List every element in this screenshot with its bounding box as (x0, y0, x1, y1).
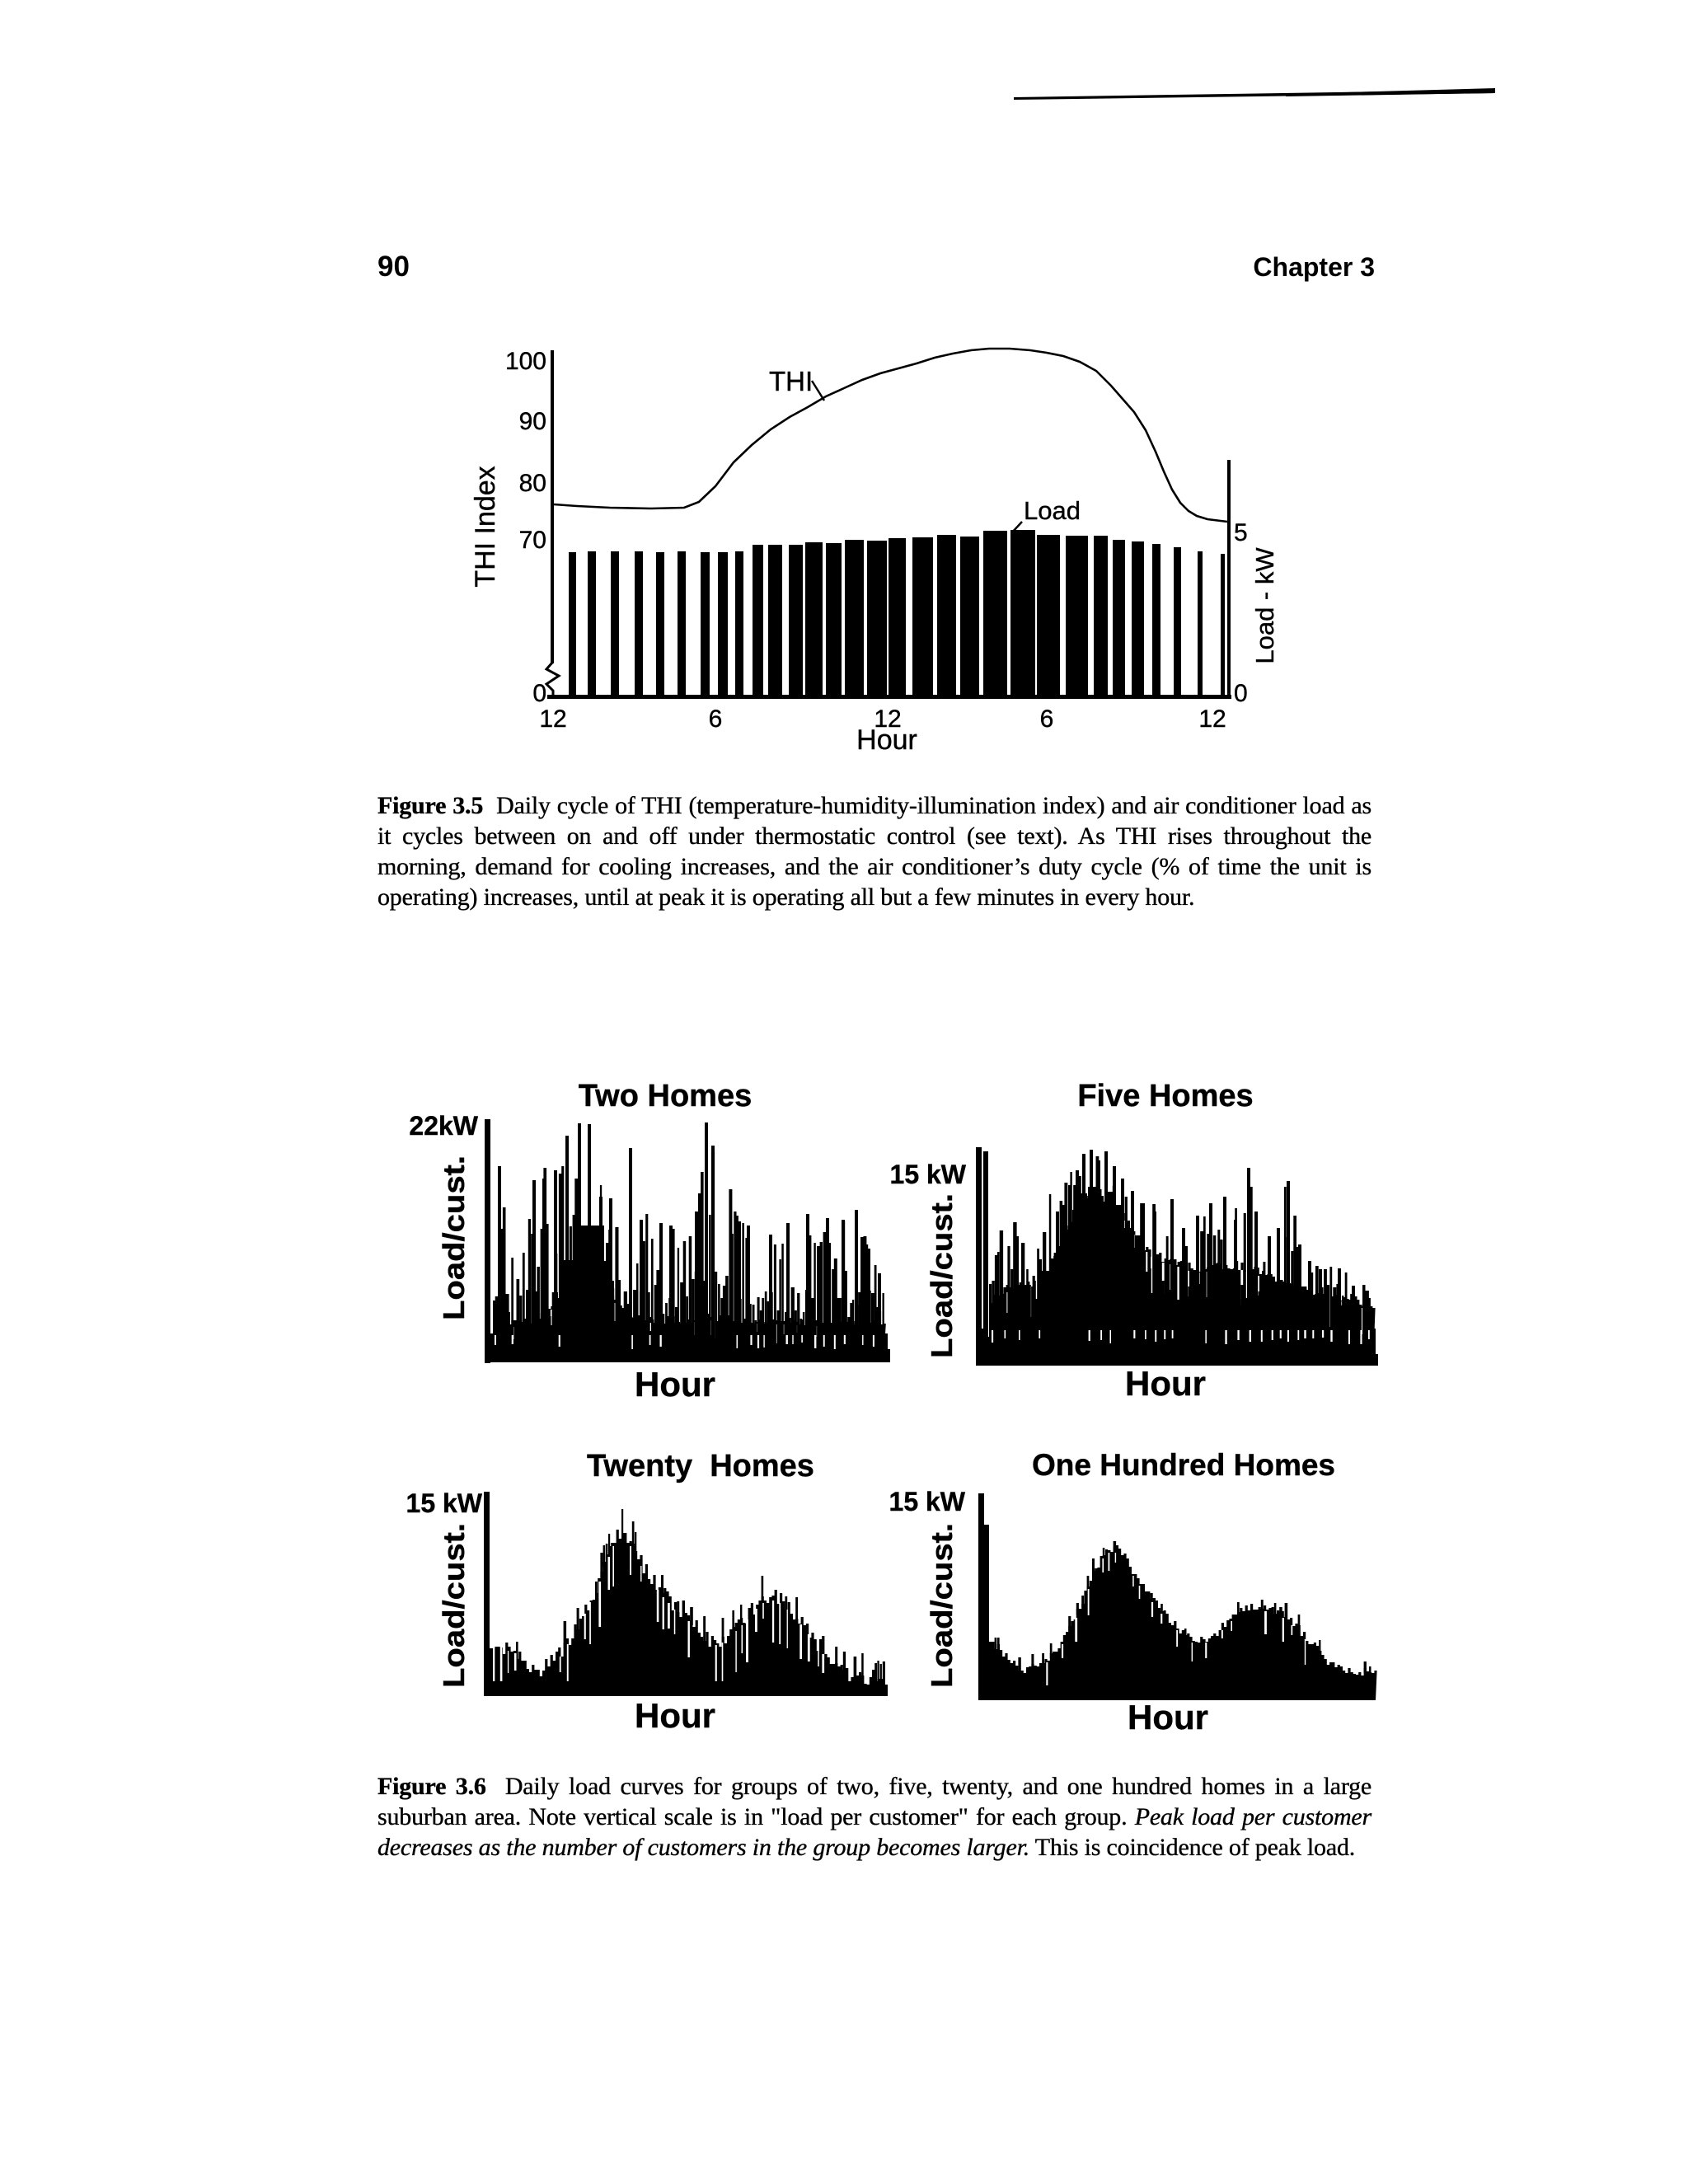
svg-text:Load/cust.: Load/cust. (437, 1523, 471, 1688)
svg-text:Twenty Homes: Twenty Homes (587, 1449, 814, 1483)
svg-text:THI: THI (769, 366, 813, 396)
svg-text:Load/cust.: Load/cust. (925, 1193, 959, 1358)
svg-text:5: 5 (1234, 519, 1248, 546)
svg-text:12: 12 (874, 705, 901, 733)
svg-text:70: 70 (519, 527, 546, 554)
svg-text:6: 6 (709, 705, 723, 733)
svg-text:80: 80 (519, 470, 546, 497)
svg-text:Load: Load (1024, 496, 1081, 525)
svg-text:15 kW: 15 kW (890, 1160, 967, 1189)
svg-text:0: 0 (532, 680, 546, 707)
svg-text:Hour: Hour (635, 1696, 715, 1735)
svg-text:0: 0 (1234, 680, 1248, 707)
svg-text:Hour: Hour (1128, 1698, 1208, 1736)
svg-text:Hour: Hour (635, 1365, 715, 1404)
svg-text:12: 12 (1198, 705, 1226, 733)
svg-text:15 kW: 15 kW (889, 1487, 966, 1516)
svg-text:Load/cust.: Load/cust. (437, 1155, 471, 1320)
svg-text:THI Index: THI Index (470, 466, 501, 587)
svg-text:15 kW: 15 kW (406, 1488, 483, 1518)
svg-text:Hour: Hour (856, 724, 917, 756)
svg-text:Hour: Hour (1125, 1364, 1206, 1403)
svg-text:Two Homes: Two Homes (579, 1079, 752, 1113)
svg-text:Load - kW: Load - kW (1250, 547, 1279, 664)
svg-text:Five Homes: Five Homes (1077, 1079, 1253, 1113)
svg-text:90: 90 (519, 408, 546, 435)
svg-text:Load/cust.: Load/cust. (925, 1523, 959, 1688)
svg-text:6: 6 (1040, 705, 1054, 733)
svg-text:12: 12 (539, 705, 566, 733)
svg-text:22kW: 22kW (409, 1111, 478, 1141)
svg-text:One Hundred Homes: One Hundred Homes (1032, 1448, 1335, 1482)
svg-text:100: 100 (505, 348, 546, 375)
